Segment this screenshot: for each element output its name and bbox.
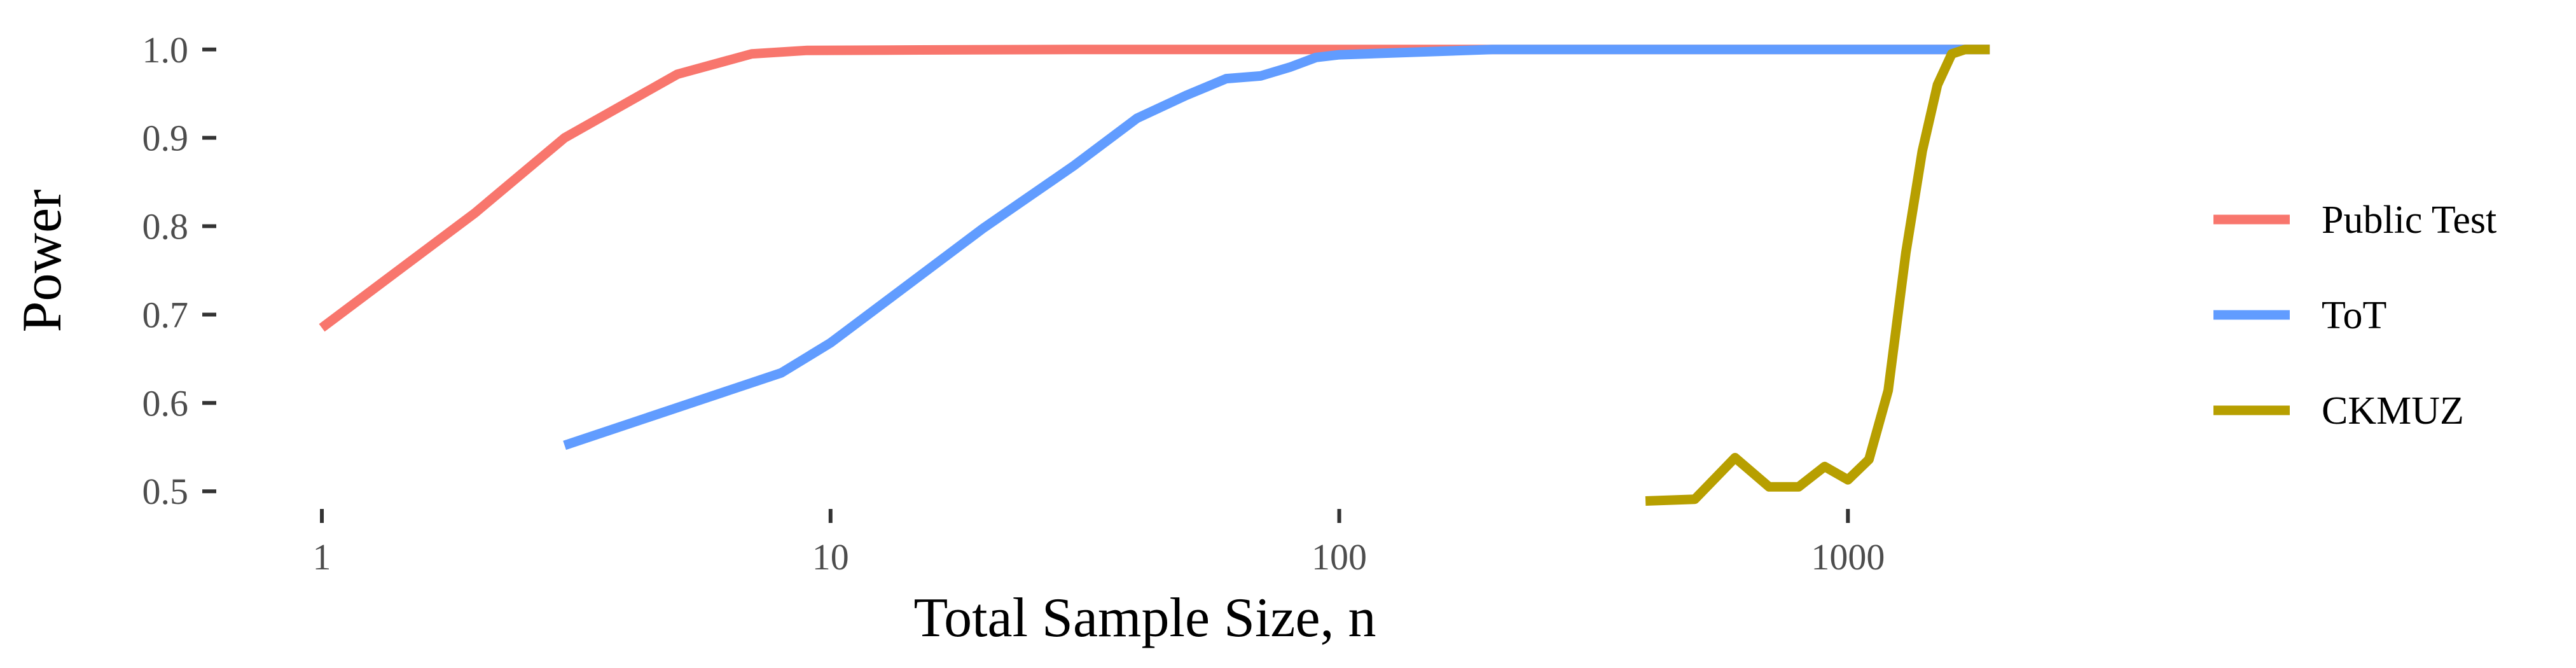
- y-tick-label: 0.6: [142, 382, 189, 424]
- plot-area: [319, 45, 1990, 506]
- y-tick-label: 0.7: [142, 294, 189, 335]
- series-line-ckmuz: [1645, 45, 1990, 506]
- x-axis-title: Total Sample Size, n: [913, 587, 1376, 649]
- y-axis: 0.5 0.6 0.7 0.8 0.9 1.0: [142, 29, 216, 512]
- y-tick-label: 0.9: [142, 118, 189, 159]
- x-tick-label: 1: [313, 536, 331, 578]
- y-axis-title: Power: [11, 190, 73, 333]
- series-line-public-test: [319, 45, 1990, 332]
- legend-label-ckmuz: CKMUZ: [2322, 389, 2464, 433]
- legend-label-tot: ToT: [2322, 294, 2386, 337]
- x-tick-label: 1000: [1811, 536, 1885, 578]
- legend-label-public-test: Public Test: [2322, 198, 2496, 242]
- y-tick-label: 0.8: [142, 206, 189, 247]
- y-tick-label: 1.0: [142, 29, 189, 71]
- x-tick-label: 100: [1312, 536, 1367, 578]
- legend: Public Test ToT CKMUZ: [2213, 198, 2496, 433]
- x-axis: 1 10 100 1000: [313, 509, 1885, 578]
- x-tick-label: 10: [812, 536, 849, 578]
- series-line-tot: [563, 45, 1990, 450]
- y-tick-label: 0.5: [142, 471, 189, 512]
